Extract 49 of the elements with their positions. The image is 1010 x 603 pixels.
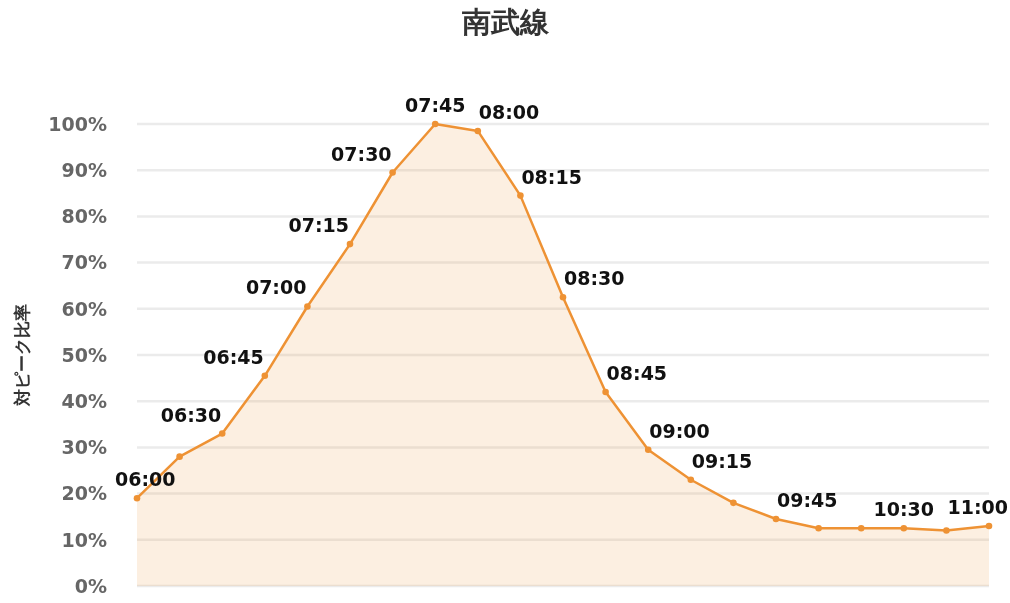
annotation: 09:00 xyxy=(649,419,710,442)
annotation: 07:30 xyxy=(331,142,392,165)
point xyxy=(389,169,396,176)
point xyxy=(900,524,908,532)
y-tick-label: 20% xyxy=(61,482,107,505)
annotation: 06:30 xyxy=(160,403,222,426)
point xyxy=(943,527,950,534)
text: 08:00 xyxy=(478,100,540,123)
annotation: 08:15 xyxy=(521,165,582,188)
point xyxy=(644,446,652,454)
annotation: 10:30 xyxy=(873,498,935,521)
annotation: 09:45 xyxy=(777,489,838,512)
text: 07:45 xyxy=(404,94,466,116)
point xyxy=(304,303,311,310)
point xyxy=(602,388,609,396)
y-tick-label: 30% xyxy=(61,436,107,459)
annotation: 08:30 xyxy=(564,267,625,290)
annotation: 11:00 xyxy=(947,495,1009,518)
point xyxy=(261,372,269,380)
annotation: 09:15 xyxy=(691,449,753,472)
annotation: 07:00 xyxy=(245,276,307,299)
y-tick-label: 70% xyxy=(61,251,107,274)
y-tick-label: 40% xyxy=(61,389,107,412)
point xyxy=(559,293,567,301)
point xyxy=(687,476,695,484)
point xyxy=(857,524,865,532)
point xyxy=(474,127,482,135)
point xyxy=(730,499,737,507)
y-tick-label: 90% xyxy=(61,158,107,181)
point xyxy=(517,192,524,199)
point xyxy=(176,453,183,460)
y-tick-label: 50% xyxy=(61,343,107,366)
annotation: 06:45 xyxy=(203,345,264,368)
y-tick-label: 0% xyxy=(74,574,107,597)
point xyxy=(772,515,780,523)
y-tick-label: 100% xyxy=(48,112,107,135)
point xyxy=(431,120,439,128)
point xyxy=(218,430,226,437)
point xyxy=(985,522,993,530)
y-axis-title: 対ピーク比率 xyxy=(12,304,32,407)
point xyxy=(815,524,822,532)
annotation: 08:45 xyxy=(606,361,668,384)
y-tick-label: 10% xyxy=(61,528,107,551)
point xyxy=(346,240,354,248)
chart-title: 南武線 xyxy=(460,4,550,40)
point xyxy=(133,494,141,502)
annotation: 07:15 xyxy=(288,214,350,237)
y-tick-label: 60% xyxy=(61,297,107,320)
y-tick-label: 80% xyxy=(61,205,107,228)
